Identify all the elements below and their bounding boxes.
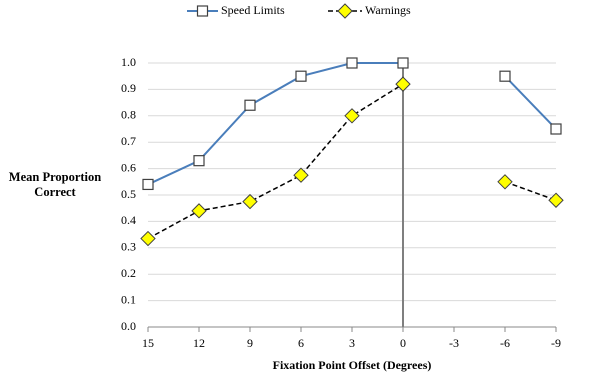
point [295,70,307,82]
point [244,99,256,111]
point [344,108,360,124]
y-tick-label: 0.3 [121,240,136,254]
point [193,155,205,167]
legend-label: Warnings [365,3,411,17]
x-tick-label: 12 [193,336,205,350]
y-tick-label: 0.2 [121,266,136,280]
y-axis-label: Mean Proportion Correct [8,170,102,199]
y-tick-label: 0.4 [121,213,136,227]
x-tick-label: 6 [298,336,304,350]
point [548,192,564,208]
y-tick-label: 0.0 [121,319,136,333]
point [191,203,207,219]
point [142,178,154,191]
point [499,70,511,82]
x-tick-label: -6 [500,336,510,350]
y-tick-label: 0.9 [121,81,136,95]
x-tick-label: 15 [142,336,154,350]
point [242,193,258,210]
x-axis-label: Fixation Point Offset (Degrees) [273,358,432,372]
y-tick-label: 0.7 [121,134,136,148]
y-tick-label: 0.6 [121,160,136,174]
legend-label: Speed Limits [221,3,285,17]
legend-marker [337,3,353,19]
point [550,123,562,135]
x-tick-label: -9 [551,336,561,350]
x-tick-label: 9 [247,336,253,350]
point [395,76,411,92]
x-tick-label: 0 [400,336,406,350]
legend-marker [196,5,209,17]
x-tick-label: 3 [349,336,355,350]
series-line [147,83,557,240]
point [293,167,309,183]
point [397,57,409,69]
y-tick-label: 0.5 [121,187,136,201]
y-tick-label: 1.0 [121,55,136,69]
point [497,174,513,190]
y-tick-label: 0.1 [121,292,136,306]
x-tick-label: -3 [449,336,459,350]
y-tick-label: 0.8 [121,108,136,122]
point [346,57,358,69]
series-line [147,62,557,186]
point [140,230,156,247]
